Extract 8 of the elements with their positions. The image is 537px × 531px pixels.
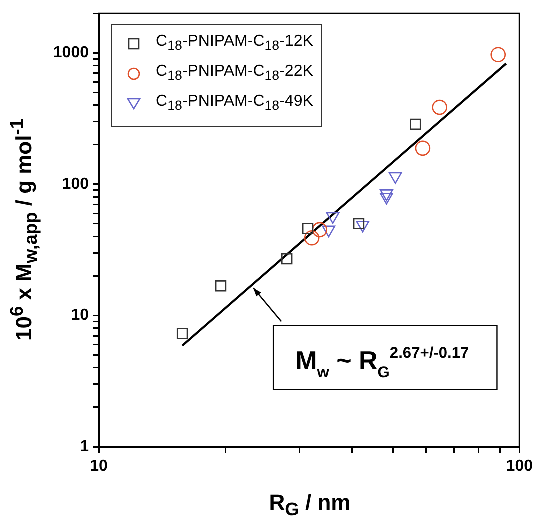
y-tick-label: 10 [71, 307, 90, 324]
legend-label: C$_{18}$-PNIPAM-C$_{18}$-49K [156, 92, 314, 116]
y-tick-label: 1 [80, 438, 90, 456]
legend-label: C$_{18}$-PNIPAM-C$_{18}$-12K [156, 32, 314, 56]
y-tick-label: 1000 [53, 44, 90, 62]
legend-label: C$_{18}$-PNIPAM-C$_{18}$-22K [156, 62, 314, 86]
y-tick-label: 100 [62, 176, 90, 193]
x-axis-title: R$_{G}$ / nm [268, 490, 352, 520]
